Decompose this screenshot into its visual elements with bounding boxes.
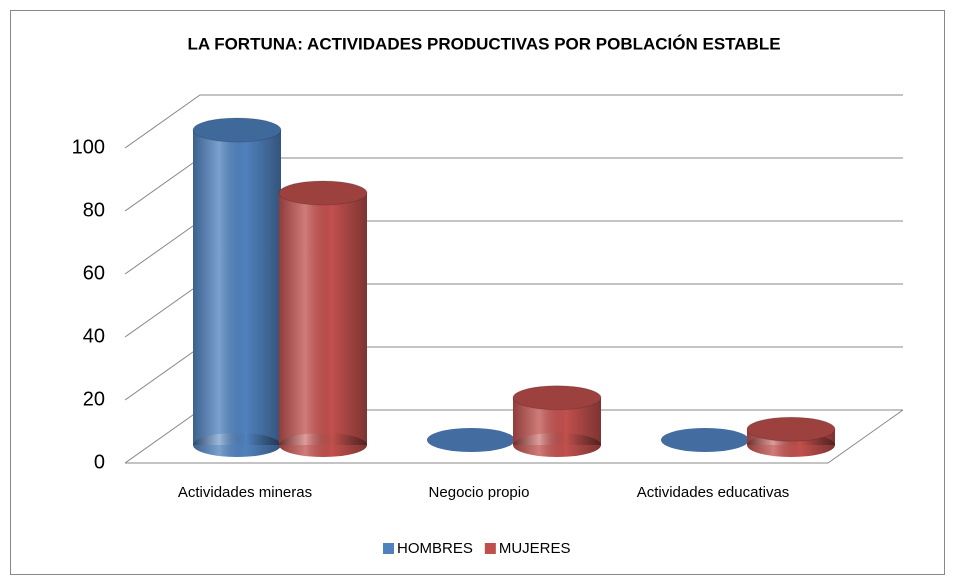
cylinder-top-shade: [193, 118, 281, 142]
chart-title: LA FORTUNA: ACTIVIDADES PRODUCTIVAS POR …: [187, 34, 780, 53]
cylinder-top: [192, 117, 282, 143]
cylinder-top-shade: [279, 181, 367, 205]
cylinder: [278, 180, 368, 457]
legend-swatch: [484, 543, 496, 554]
cylinder-top: [661, 428, 749, 452]
y-tick-label: 0: [94, 451, 105, 473]
cylinder-top-shade: [513, 385, 601, 410]
x-tick-label: Negocio propio: [429, 484, 530, 501]
cylinder-top: [427, 428, 515, 452]
cylinder-top-shade: [661, 428, 749, 452]
x-tick-label: Actividades educativas: [637, 484, 790, 501]
cylinder: [512, 385, 602, 457]
floor: [125, 409, 904, 464]
y-tick-label: 100: [72, 136, 105, 158]
cylinder-top: [746, 416, 836, 442]
cylinder-top-shade: [747, 417, 835, 442]
grid-line: [124, 94, 903, 149]
legend-label: MUJERES: [499, 540, 571, 557]
x-tick-label: Actividades mineras: [178, 484, 312, 501]
cylinder-top: [278, 180, 368, 206]
cylinder-top-shade: [427, 428, 515, 452]
y-tick-label: 80: [83, 199, 105, 221]
y-tick-label: 40: [83, 325, 105, 347]
chart-border: [10, 10, 945, 575]
cylinder-shade: [193, 130, 281, 445]
cylinder: [746, 416, 836, 457]
legend-swatch: [383, 543, 394, 554]
cylinder: [427, 428, 515, 452]
cylinder: [192, 117, 282, 457]
cylinder-top: [512, 385, 602, 411]
cylinder: [661, 428, 749, 452]
legend-label: HOMBRES: [397, 540, 473, 557]
y-tick-label: 60: [83, 262, 105, 284]
cylinder-shade: [279, 193, 367, 445]
y-tick-label: 20: [83, 388, 105, 410]
